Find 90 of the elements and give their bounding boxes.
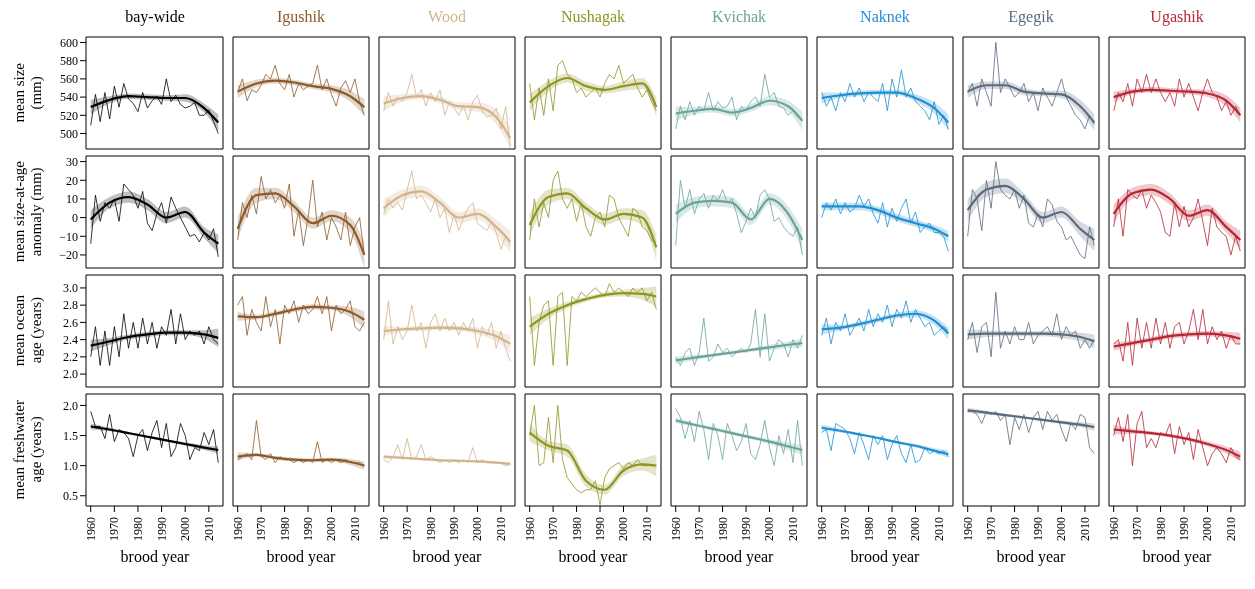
x-axis-title: brood year	[411, 548, 483, 568]
y-tick-label: 1.5	[63, 428, 78, 443]
x-tick-label: 1970	[838, 517, 853, 541]
x-tick-label: 2000	[616, 517, 631, 541]
x-tick-label: 1990	[593, 517, 608, 541]
x-tick-label: 2000	[762, 517, 777, 541]
y-tick-label: 560	[60, 72, 78, 87]
y-tick-label: 540	[60, 90, 78, 105]
y-tick-label: 2.0	[63, 398, 78, 413]
y-axis-title: mean size-at-age anomaly (mm)	[11, 160, 45, 263]
x-tick-label: 1960	[230, 517, 245, 541]
y-tick-label: 600	[60, 35, 78, 50]
x-axis-title: brood year	[119, 548, 191, 568]
y-tick-label: 2.2	[63, 350, 78, 365]
x-tick-label: 1970	[984, 517, 999, 541]
x-axis-title: brood year	[265, 548, 337, 568]
chart-title: Ugashik	[1149, 8, 1205, 28]
x-tick-label: 2000	[1054, 517, 1069, 541]
x-tick-label: 2010	[1223, 517, 1238, 541]
x-tick-label: 1990	[154, 517, 169, 541]
x-tick-label: 1980	[1007, 517, 1022, 541]
x-axis-title: brood year	[1141, 548, 1213, 568]
y-tick-label: 2.0	[63, 367, 78, 382]
x-tick-label: 2000	[908, 517, 923, 541]
x-axis-title: brood year	[557, 548, 629, 568]
y-tick-label: −20	[59, 248, 78, 263]
x-tick-label: 1990	[1031, 517, 1046, 541]
x-tick-label: 1960	[960, 517, 975, 541]
y-tick-label: 520	[60, 108, 78, 123]
y-tick-label: −10	[59, 229, 78, 244]
x-tick-label: 1960	[814, 517, 829, 541]
y-tick-label: 0.5	[63, 489, 78, 504]
x-tick-label: 1970	[546, 517, 561, 541]
x-tick-label: 1980	[1153, 517, 1168, 541]
y-tick-label: 1.0	[63, 458, 78, 473]
x-tick-label: 2010	[639, 517, 654, 541]
x-tick-label: 1970	[1130, 517, 1145, 541]
x-tick-label: 1970	[400, 517, 415, 541]
y-tick-label: 580	[60, 53, 78, 68]
x-axis-title: brood year	[849, 548, 921, 568]
x-tick-label: 2010	[347, 517, 362, 541]
x-tick-label: 2010	[931, 517, 946, 541]
x-tick-label: 1980	[569, 517, 584, 541]
chart-title: Egegik	[1007, 8, 1055, 28]
x-tick-label: 2010	[201, 517, 216, 541]
x-tick-label: 1960	[668, 517, 683, 541]
chart-title: Wood	[427, 8, 467, 27]
chart-title: bay-wide	[124, 8, 186, 28]
x-tick-label: 1960	[376, 517, 391, 541]
x-axis-title: brood year	[995, 548, 1067, 568]
x-tick-label: 1980	[423, 517, 438, 541]
x-tick-label: 1990	[1177, 517, 1192, 541]
x-tick-label: 1960	[1106, 517, 1121, 541]
x-tick-label: 1990	[447, 517, 462, 541]
y-tick-label: 500	[60, 126, 78, 141]
y-tick-label: 30	[66, 154, 78, 169]
y-axis-title: mean size (mm)	[11, 62, 45, 123]
x-tick-label: 1980	[130, 517, 145, 541]
chart-title: Kvichak	[710, 8, 768, 27]
y-tick-label: 20	[66, 173, 78, 188]
y-tick-label: 2.6	[63, 315, 78, 330]
x-tick-label: 1960	[522, 517, 537, 541]
y-tick-label: 2.8	[63, 298, 78, 313]
chart-title: Nushagak	[560, 8, 626, 28]
x-tick-label: 2010	[1077, 517, 1092, 541]
x-axis-title: brood year	[703, 548, 775, 568]
chart-title: Naknek	[859, 8, 911, 27]
y-axis-title: mean freshwater age (years)	[11, 399, 45, 500]
y-axis-title: mean ocean age (years)	[11, 294, 45, 367]
x-tick-label: 1990	[301, 517, 316, 541]
y-tick-label: 0	[72, 210, 78, 225]
x-tick-label: 1990	[739, 517, 754, 541]
x-tick-label: 2000	[470, 517, 485, 541]
x-tick-label: 2000	[1200, 517, 1215, 541]
y-tick-label: 10	[66, 192, 78, 207]
x-tick-label: 2010	[493, 517, 508, 541]
x-tick-label: 1980	[277, 517, 292, 541]
x-tick-label: 1960	[83, 517, 98, 541]
chart-title: Igushik	[276, 8, 326, 28]
x-tick-label: 1970	[692, 517, 707, 541]
x-tick-label: 1990	[885, 517, 900, 541]
x-tick-label: 2000	[178, 517, 193, 541]
y-tick-label: 2.4	[63, 332, 78, 347]
x-tick-label: 1980	[715, 517, 730, 541]
x-tick-label: 2000	[324, 517, 339, 541]
x-tick-label: 2010	[785, 517, 800, 541]
x-tick-label: 1970	[254, 517, 269, 541]
x-tick-label: 1980	[861, 517, 876, 541]
y-tick-label: 3.0	[63, 281, 78, 296]
x-tick-label: 1970	[107, 517, 122, 541]
